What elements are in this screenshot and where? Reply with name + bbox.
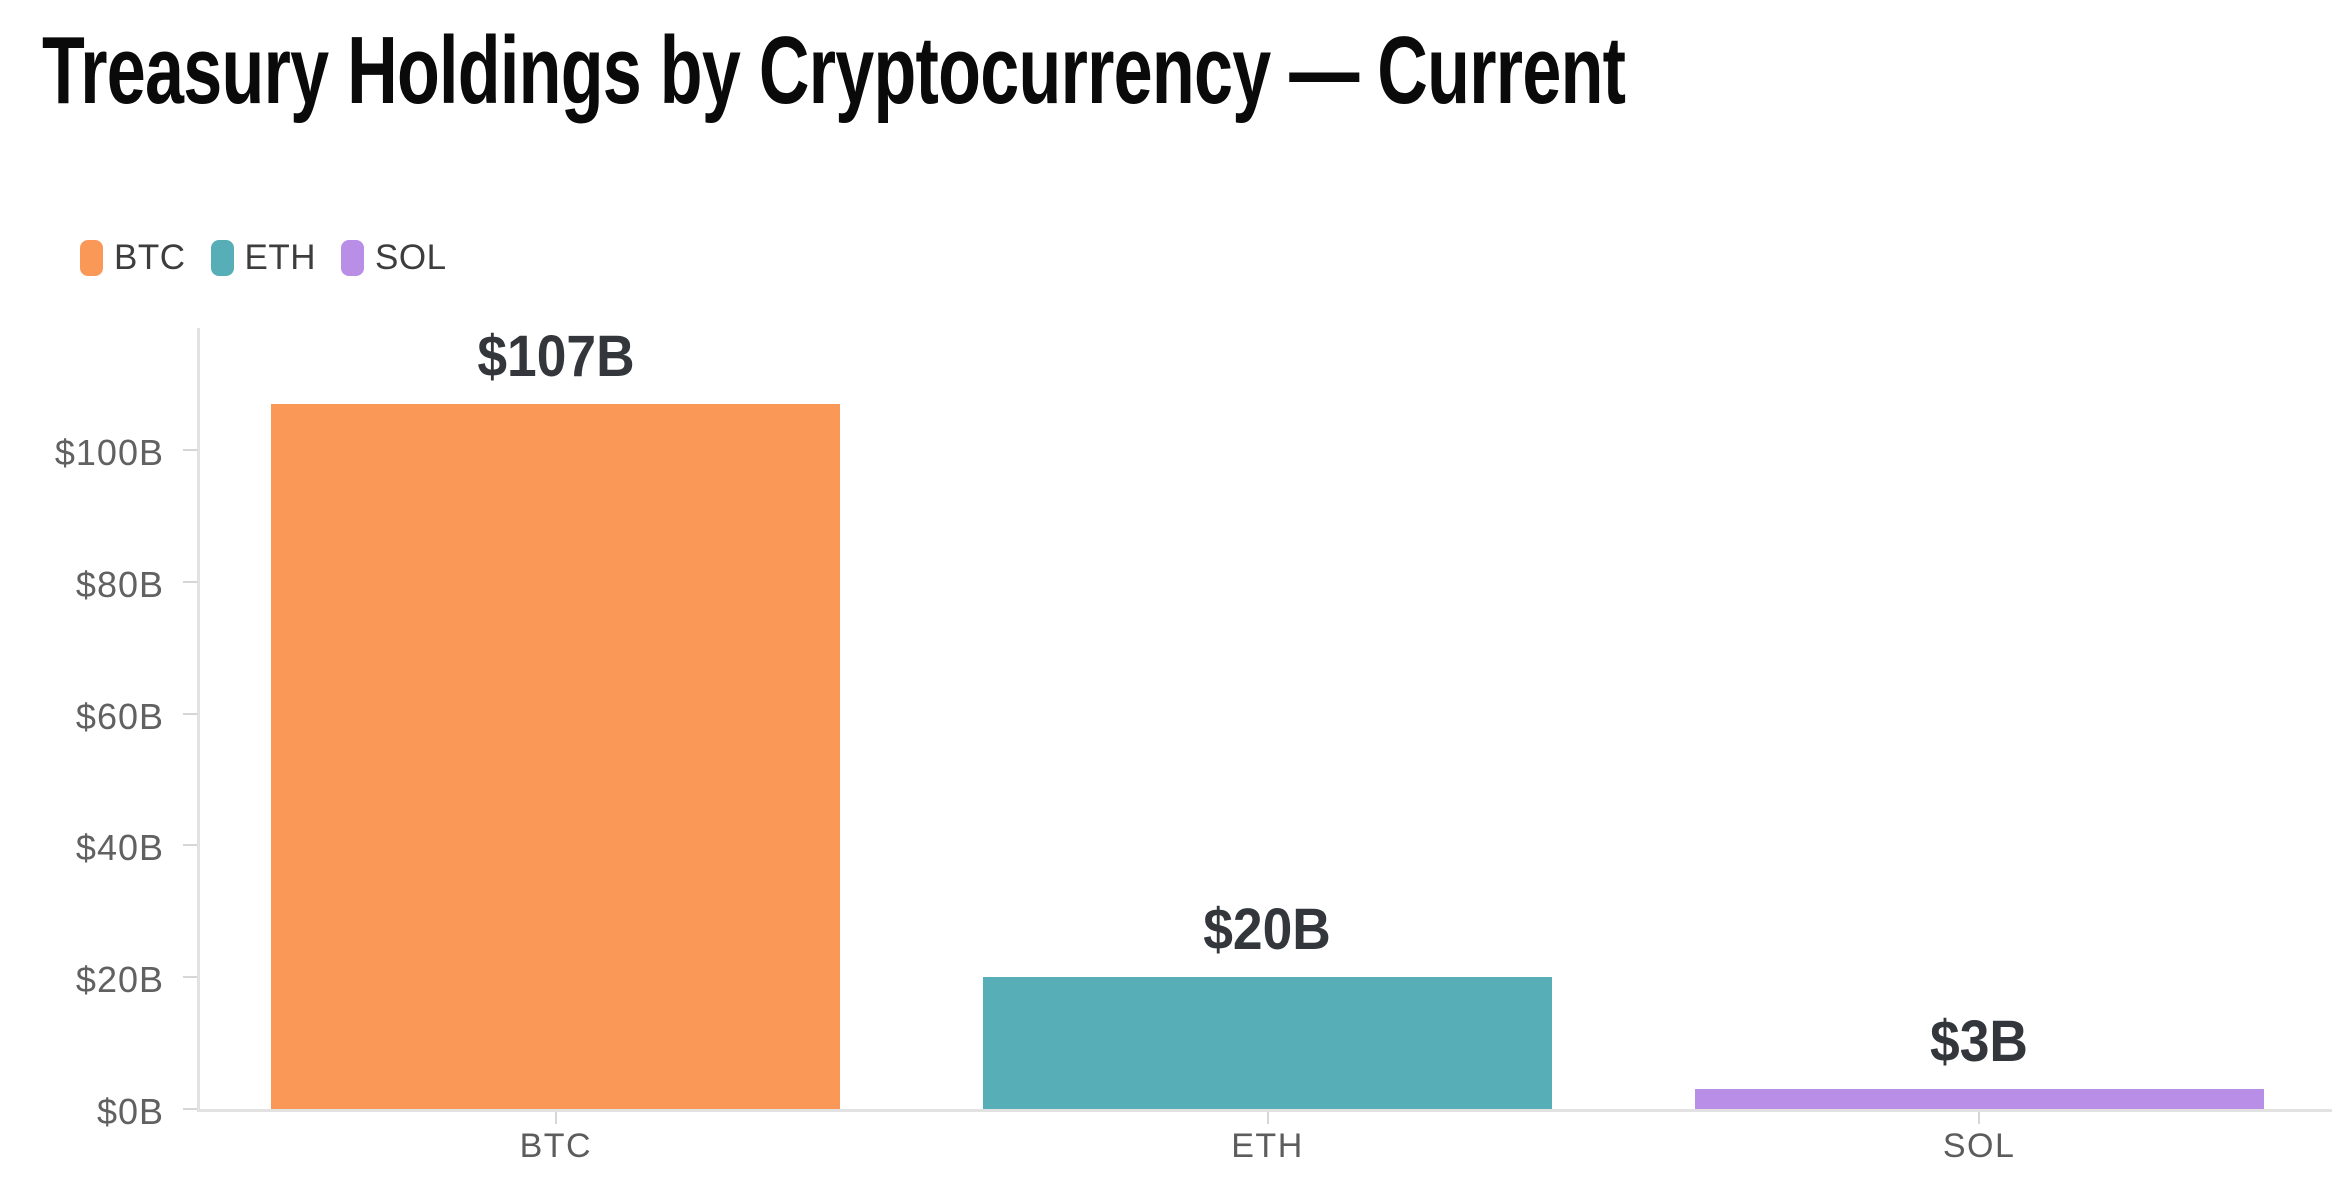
legend-item-sol[interactable]: SOL <box>341 238 447 278</box>
x-axis-tick <box>1266 1112 1269 1124</box>
legend-label: ETH <box>244 238 316 277</box>
y-axis-tick <box>183 844 197 847</box>
y-axis-label: $20B <box>75 959 164 1001</box>
chart-title-text: Treasury Holdings by Cryptocurrency — Cu… <box>42 17 1626 124</box>
y-axis-tick <box>183 712 197 715</box>
x-axis-label-sol: SOL <box>1942 1127 2016 1165</box>
legend-label: SOL <box>375 238 447 277</box>
legend-swatch-eth <box>210 240 234 276</box>
y-axis-label: $40B <box>75 827 164 869</box>
y-axis-label: $0B <box>96 1091 164 1132</box>
y-axis-tick <box>183 449 197 452</box>
bar-chart-plot-area: $0B $20B $40B $60B $80B $100B $107B BTC $20B ETH $… <box>55 324 2332 1165</box>
legend-item-btc[interactable]: BTC <box>80 238 186 278</box>
y-axis-label: $60B <box>75 695 164 737</box>
bar-btc[interactable]: $107B <box>271 324 841 1109</box>
legend-swatch-btc <box>80 240 103 276</box>
bar-eth[interactable]: $20B <box>982 897 1553 1109</box>
bar-value-label: $107B <box>477 324 635 390</box>
legend: BTC ETH SOL <box>80 238 447 278</box>
chart-title: Treasury Holdings by Cryptocurrency — Cu… <box>42 16 2211 126</box>
bar-value-label: $20B <box>1203 897 1332 963</box>
y-axis-tick <box>183 976 197 979</box>
bar-value-label: $3B <box>1930 1009 2029 1075</box>
y-axis-label: $100B <box>54 432 164 474</box>
y-axis-tick <box>183 580 197 583</box>
x-axis-label-btc: BTC <box>519 1127 593 1165</box>
x-axis-tick <box>554 1112 557 1124</box>
x-axis-tick <box>1978 1112 1981 1124</box>
legend-item-eth[interactable]: ETH <box>210 238 317 278</box>
y-axis-tick <box>183 1108 197 1110</box>
y-axis-label: $80B <box>75 563 164 605</box>
legend-swatch-sol <box>341 240 364 276</box>
legend-label: BTC <box>114 238 186 277</box>
bar-sol[interactable]: $3B <box>1694 1009 2264 1109</box>
x-axis-label-eth: ETH <box>1231 1127 1304 1165</box>
